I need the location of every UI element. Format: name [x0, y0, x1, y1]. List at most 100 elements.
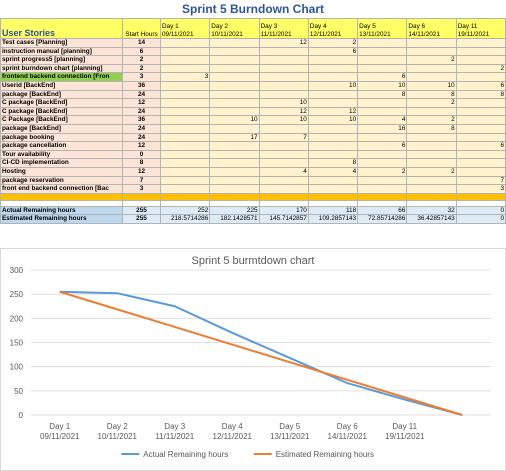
table-row: package reservation 7 7 [0, 175, 506, 186]
table-cell: 10 [406, 80, 457, 91]
table-cell: 3 [122, 72, 161, 82]
table-cell [258, 123, 309, 134]
table-cell: sprint progress5 [planning] [0, 55, 123, 65]
table-cell: User Stories [0, 18, 123, 39]
table-cell [159, 149, 211, 160]
table-cell [455, 192, 506, 201]
table-cell: C package [BackEnd] [0, 106, 123, 117]
table-cell: Hosting [0, 166, 123, 177]
table-cell [209, 123, 260, 134]
table-cell [258, 149, 309, 160]
table-cell [455, 199, 506, 207]
table-cell: 3 [122, 184, 161, 194]
table-cell [455, 123, 506, 134]
table-cell: 24 [122, 106, 161, 117]
table-cell: 6 [455, 80, 506, 91]
table-cell [209, 72, 260, 82]
table-cell: C package [BackEnd] [0, 98, 123, 108]
table-cell: 118 [307, 205, 359, 216]
table-cell: frontend backend connection [Fron [0, 72, 123, 82]
table-cell: 2 [406, 115, 457, 125]
table-cell: 2 [406, 98, 457, 108]
table-cell [357, 184, 408, 194]
table-cell [455, 98, 506, 108]
table-row: front end backend connection [Bac 3 3 [0, 184, 506, 194]
table-cell: 8 [406, 123, 457, 134]
table-cell: instruction manual [planning] [0, 46, 123, 57]
table-cell: Day 11 19/11/2021 [455, 18, 506, 39]
table-cell: 36.42857143 [406, 214, 457, 224]
table-cell [357, 38, 408, 48]
table-row: C Package [BackEnd] 36 10 10 10 4 2 [0, 115, 506, 125]
spreadsheet: Sprint 5 Burndown Chart User Stories Star… [0, 0, 506, 224]
table-cell [209, 38, 260, 48]
table-cell [159, 192, 211, 201]
table-cell: Tour availability [0, 149, 123, 160]
table-cell [258, 175, 309, 186]
table-cell: 8 [307, 158, 359, 168]
table-cell: 3 [455, 184, 506, 194]
table-cell [209, 158, 260, 168]
table-cell [357, 106, 408, 117]
table-cell [406, 141, 457, 151]
table-cell: 252 [159, 205, 211, 216]
legend-label: Estimated Remaining hours [276, 450, 374, 459]
table-cell [307, 55, 359, 65]
table-cell [307, 72, 359, 82]
table-cell [455, 158, 506, 168]
table-cell: 7 [455, 175, 506, 186]
table-cell: Start Hours [122, 18, 161, 39]
table-row: Hosting 12 4 4 2 2 [0, 166, 506, 177]
table-cell [159, 115, 211, 125]
table-cell: 145.7142857 [258, 214, 309, 224]
table-cell [209, 149, 260, 160]
table-cell: sprint burndown chart [planning] [0, 63, 123, 74]
table-row [0, 192, 506, 201]
table-cell [209, 106, 260, 117]
table-cell: Day 1 09/11/2021 [159, 18, 211, 39]
table-cell: 218.5714286 [159, 214, 211, 224]
table-cell: 6 [455, 141, 506, 151]
table-cell: C Package [BackEnd] [0, 115, 123, 125]
table-row [0, 199, 506, 207]
table-cell: 0 [455, 214, 506, 224]
table-cell [307, 141, 359, 151]
table-row: sprint burndown chart [planning] 2 2 [0, 63, 506, 74]
table-cell: 10 [357, 80, 408, 91]
table-row: CI-CD implementation 8 8 [0, 158, 506, 168]
table-cell [406, 38, 457, 48]
table-row: Actual Remaining hours 255 252 225 170 118 66 3… [0, 205, 506, 216]
table-cell [357, 98, 408, 108]
table-cell [159, 141, 211, 151]
table-cell: Userid [BackEnd] [0, 80, 123, 91]
table-cell [159, 106, 211, 117]
table-cell: 12 [122, 141, 161, 151]
table-cell [159, 132, 211, 143]
table-cell: 14 [122, 38, 161, 48]
y-tick-label: 0 [19, 411, 24, 420]
burndown-table: User Stories Start Hours Day 1 09/11/2021 D… [0, 18, 506, 224]
table-row: sprint progress5 [planning] 2 2 [0, 55, 506, 65]
table-cell [406, 72, 457, 82]
x-tick-label: Day 4 12/11/2021 [213, 422, 253, 441]
table-cell: 0 [122, 149, 161, 160]
table-cell: 170 [258, 205, 309, 216]
table-cell [209, 192, 260, 201]
table-cell: 4 [307, 166, 359, 177]
table-cell: 10 [307, 80, 359, 91]
table-cell [209, 63, 260, 74]
table-cell [258, 72, 309, 82]
table-cell [455, 106, 506, 117]
table-cell [357, 158, 408, 168]
table-cell: package cancellation [0, 141, 123, 151]
table-cell [159, 123, 211, 134]
table-cell: 12 [307, 106, 359, 117]
table-cell [258, 192, 309, 201]
table-cell [307, 89, 359, 100]
table-cell [159, 55, 211, 65]
table-cell: 17 [209, 132, 260, 143]
table-cell [455, 55, 506, 65]
table-cell [258, 158, 309, 168]
table-cell: package [BackEnd] [0, 89, 123, 100]
table-cell [159, 184, 211, 194]
